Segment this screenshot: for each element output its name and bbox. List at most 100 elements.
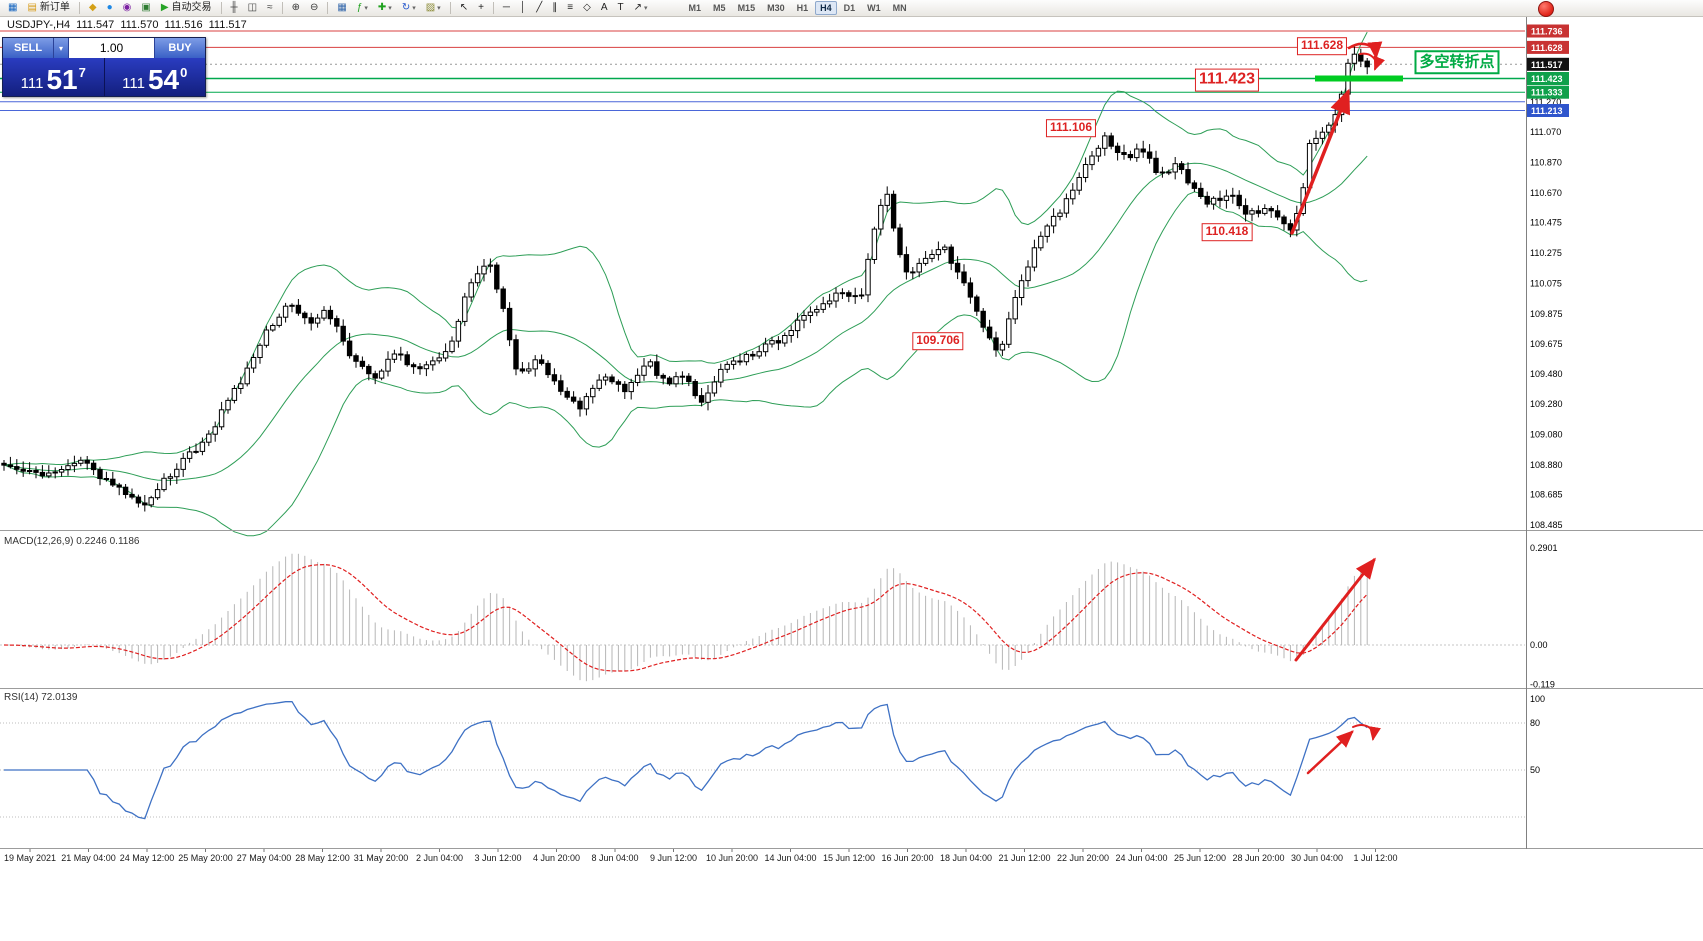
line-chart-type-icon: ≈ xyxy=(267,2,273,13)
dropdown-arrow-icon[interactable]: ▾ xyxy=(364,4,368,12)
time-axis-label: 24 May 12:00 xyxy=(120,853,175,863)
macd-axis-label: 0.00 xyxy=(1530,640,1548,650)
arrows-button[interactable]: ↗ ▾ xyxy=(630,0,652,17)
autotrading-button[interactable]: ▶ 自动交易 xyxy=(157,0,216,17)
toolbar-buttons: ▦ ▤ 新订单 ◆ ● ◉ ▣ ▶ 自动交易 ╫ ◫ ≈ ⊕ ⊖ ▦ ƒ ▾ ✚ ▾ ↻ ▾ ▨ ▾ ↖ + ─ │ ╱ ∥ ≡ ◇ A T ↗ ▾ xyxy=(3,0,653,17)
candles-layer[interactable] xyxy=(1,46,1370,512)
timeframe-h4-button[interactable]: H4 xyxy=(815,1,837,15)
timeframe-m30-button[interactable]: M30 xyxy=(767,3,785,13)
zoom-in-button[interactable]: ⊕ xyxy=(288,0,304,17)
price-tick-label: 110.475 xyxy=(1530,218,1562,228)
trend-arrow[interactable] xyxy=(1359,52,1386,71)
voice-button[interactable]: ◉ xyxy=(119,0,136,17)
trendline-icon: ╱ xyxy=(536,2,543,13)
vline-icon: │ xyxy=(520,2,527,13)
price-tag xyxy=(1527,85,1569,99)
price-annotation: 110.418 xyxy=(1201,223,1253,241)
bar-chart-type-button[interactable]: ╫ xyxy=(227,0,242,17)
sell-price[interactable]: 111 51 7 xyxy=(3,58,104,96)
time-axis-label: 3 Jun 12:00 xyxy=(474,853,521,863)
templates-icon: ▨ xyxy=(425,2,436,13)
dropdown-arrow-icon[interactable]: ▾ xyxy=(644,4,648,12)
channel-button[interactable]: ∥ xyxy=(548,0,561,17)
trend-arrow[interactable] xyxy=(1294,557,1376,662)
voice-icon: ◉ xyxy=(122,2,132,13)
timeframe-h1-button[interactable]: H1 xyxy=(796,3,809,13)
timeframe-m15-button[interactable]: M15 xyxy=(737,3,756,13)
autotrading-icon: ▶ xyxy=(160,2,169,13)
history-center-button[interactable]: ◆ xyxy=(85,0,101,17)
market-button[interactable]: ▣ xyxy=(137,0,154,17)
price-tick-label: 110.075 xyxy=(1530,278,1562,288)
volume-input[interactable] xyxy=(68,38,155,58)
trend-arrow[interactable] xyxy=(1347,41,1383,60)
zoom-out-button[interactable]: ⊖ xyxy=(306,0,322,17)
history-center-icon: ◆ xyxy=(88,2,97,13)
new-order-button[interactable]: ▤ 新订单 xyxy=(23,0,73,17)
buy-button[interactable]: BUY xyxy=(155,38,205,58)
shapes-icon: ◇ xyxy=(583,2,591,13)
price-tick-label: 111.270 xyxy=(1530,97,1561,107)
templates-button[interactable]: ▨ ▾ xyxy=(422,0,445,17)
symbol-period-label: USDJPY-,H4 xyxy=(7,19,71,31)
drawings-layer[interactable] xyxy=(1290,41,1403,775)
macd-axis-label: 0.2901 xyxy=(1530,543,1558,553)
crosshair-button[interactable]: + xyxy=(474,0,488,17)
new-chart-button[interactable]: ▦ xyxy=(4,0,21,17)
zoom-out-icon: ⊖ xyxy=(309,2,319,13)
news-button[interactable]: ● xyxy=(103,0,117,17)
dropdown-arrow-icon[interactable]: ▾ xyxy=(412,4,416,12)
ohlc-open: 111.547 xyxy=(76,19,115,31)
time-axis-label: 25 May 20:00 xyxy=(178,853,233,863)
time-axis-label: 9 Jun 12:00 xyxy=(650,853,697,863)
timeframe-d1-button[interactable]: D1 xyxy=(843,3,856,13)
price-annotation: 111.628 xyxy=(1296,37,1348,55)
sell-button[interactable]: SELL xyxy=(3,38,53,58)
trendline-button[interactable]: ╱ xyxy=(532,0,546,17)
timeframe-m5-button[interactable]: M5 xyxy=(713,3,726,13)
hline-button[interactable]: ─ xyxy=(499,0,514,17)
add-object-button[interactable]: ✚ ▾ xyxy=(374,0,396,17)
timeframe-m1-button[interactable]: M1 xyxy=(688,3,702,13)
timeframe-w1-button[interactable]: W1 xyxy=(867,3,881,13)
line-chart-type-button[interactable]: ≈ xyxy=(263,0,277,17)
periods-button[interactable]: ↻ ▾ xyxy=(398,0,420,17)
price-tag xyxy=(1527,40,1569,54)
buy-price[interactable]: 111 54 0 xyxy=(103,58,206,96)
label-button[interactable]: T xyxy=(614,0,628,17)
time-axis-label: 25 Jun 12:00 xyxy=(1174,853,1226,863)
dropdown-arrow-icon[interactable]: ▾ xyxy=(388,4,392,12)
shapes-button[interactable]: ◇ xyxy=(579,0,595,17)
volume-dropdown[interactable]: ▾ xyxy=(53,38,68,58)
time-axis-label: 21 May 04:00 xyxy=(61,853,116,863)
timeframe-toolbar: M1 M5 M15 M30 H1 H4 D1 W1 MN xyxy=(683,1,913,15)
cursor-button[interactable]: ↖ xyxy=(456,0,472,17)
market-icon: ▣ xyxy=(141,2,151,13)
trend-arrow[interactable] xyxy=(1290,88,1351,235)
timeframe-mn-button[interactable]: MN xyxy=(892,3,907,13)
text-button[interactable]: A xyxy=(597,0,612,17)
time-axis-label: 30 Jun 04:00 xyxy=(1291,853,1343,863)
toolbar-separator xyxy=(492,2,494,14)
indicators-layer xyxy=(0,553,1525,820)
trend-arrow[interactable] xyxy=(1306,730,1354,775)
turning-point-label: 多空转折点 xyxy=(1414,50,1500,74)
toolbar-separator xyxy=(78,2,80,14)
price-tag-label: 111.628 xyxy=(1531,43,1563,53)
dropdown-arrow-icon[interactable]: ▾ xyxy=(437,4,441,12)
fibonacci-button[interactable]: ≡ xyxy=(563,0,577,17)
trend-arrow[interactable] xyxy=(1352,724,1381,741)
rsi-axis-label: 50 xyxy=(1530,765,1540,775)
tile-windows-button[interactable]: ▦ xyxy=(333,0,350,17)
price-annotation: 111.423 xyxy=(1194,68,1260,92)
label-icon: T xyxy=(617,2,624,13)
price-tag xyxy=(1527,24,1569,38)
horizontal-lines-layer[interactable] xyxy=(0,30,1525,111)
rsi-indicator-label: RSI(14) 72.0139 xyxy=(4,692,78,703)
candle-chart-type-button[interactable]: ◫ xyxy=(244,0,261,17)
vline-button[interactable]: │ xyxy=(516,0,530,17)
indicators-button[interactable]: ƒ ▾ xyxy=(353,0,372,17)
ohlc-high: 111.570 xyxy=(120,19,159,31)
trade-panel-prices: 111 51 7 111 54 0 xyxy=(3,58,205,96)
